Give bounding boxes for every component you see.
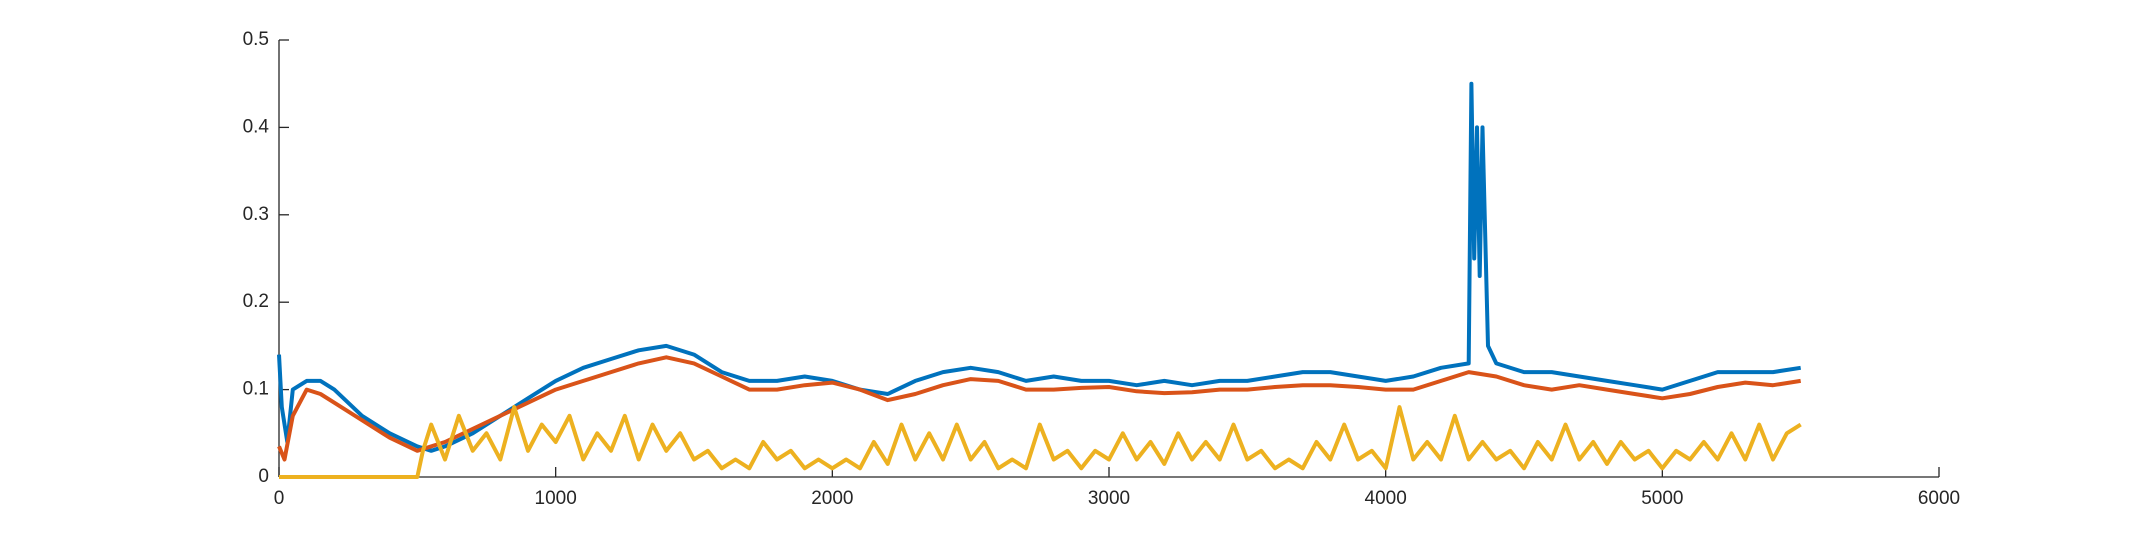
y-tick-label: 0.3 <box>243 204 269 225</box>
x-tick-label: 1000 <box>535 488 577 509</box>
x-tick-label: 2000 <box>811 488 853 509</box>
x-tick-label: 6000 <box>1918 488 1960 509</box>
x-tick-label: 4000 <box>1365 488 1407 509</box>
series-line <box>277 81 1802 453</box>
y-tick-label: 0.4 <box>243 116 270 137</box>
x-tick-label: 3000 <box>1088 488 1130 509</box>
y-tick-label: 0.2 <box>243 291 269 312</box>
series-line <box>277 355 1802 462</box>
x-tick-label: 5000 <box>1641 488 1683 509</box>
y-tick-label: 0 <box>258 466 269 487</box>
series-line <box>279 405 1802 479</box>
y-tick-label: 0.5 <box>243 29 269 50</box>
x-tick-label: 0 <box>274 488 285 509</box>
y-tick-label: 0.1 <box>243 379 269 400</box>
